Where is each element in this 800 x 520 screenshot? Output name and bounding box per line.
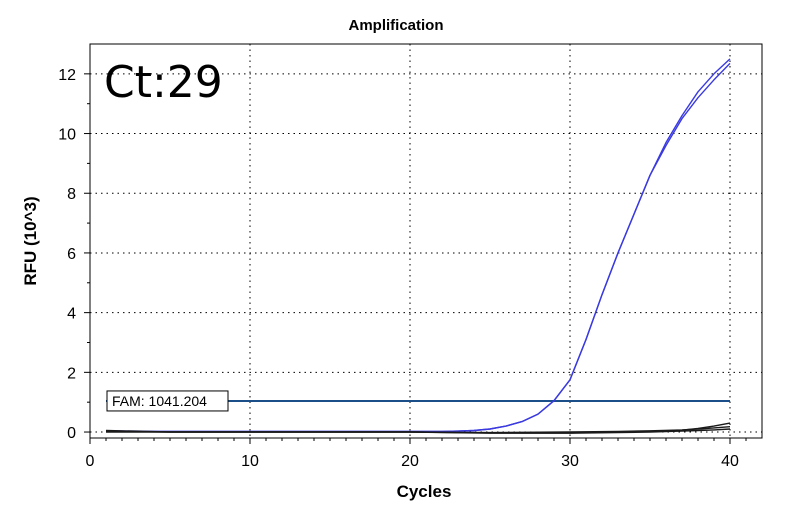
series-group bbox=[105, 58, 731, 434]
x-tick-label: 0 bbox=[86, 453, 95, 470]
axis-ticks: 0 10 20 30 40 0 2 4 6 8 10 12 bbox=[58, 67, 747, 470]
y-tick-label: 12 bbox=[58, 67, 76, 84]
threshold-label-box bbox=[106, 390, 229, 412]
y-axis-label: RFU (10^3) bbox=[21, 196, 40, 285]
y-tick-label: 6 bbox=[67, 246, 76, 263]
x-tick-label: 40 bbox=[721, 453, 739, 470]
y-tick-label: 2 bbox=[67, 365, 76, 382]
y-tick-label: 10 bbox=[58, 127, 76, 144]
chart-title: Amplification bbox=[348, 17, 443, 34]
x-tick-label: 20 bbox=[401, 453, 419, 470]
threshold-label: FAM: 1041.204 bbox=[112, 393, 207, 409]
ct-annotation: Ct:29 bbox=[104, 57, 223, 108]
y-tick-label: 4 bbox=[67, 306, 76, 323]
threshold: FAM: 1041.204 bbox=[106, 390, 730, 412]
x-axis-label: Cycles bbox=[397, 482, 452, 501]
x-tick-label: 30 bbox=[561, 453, 579, 470]
y-tick-label: 8 bbox=[67, 186, 76, 203]
y-tick-label: 0 bbox=[67, 425, 76, 442]
series-line-negative-3[interactable] bbox=[106, 428, 731, 434]
x-tick-label: 10 bbox=[241, 453, 259, 470]
